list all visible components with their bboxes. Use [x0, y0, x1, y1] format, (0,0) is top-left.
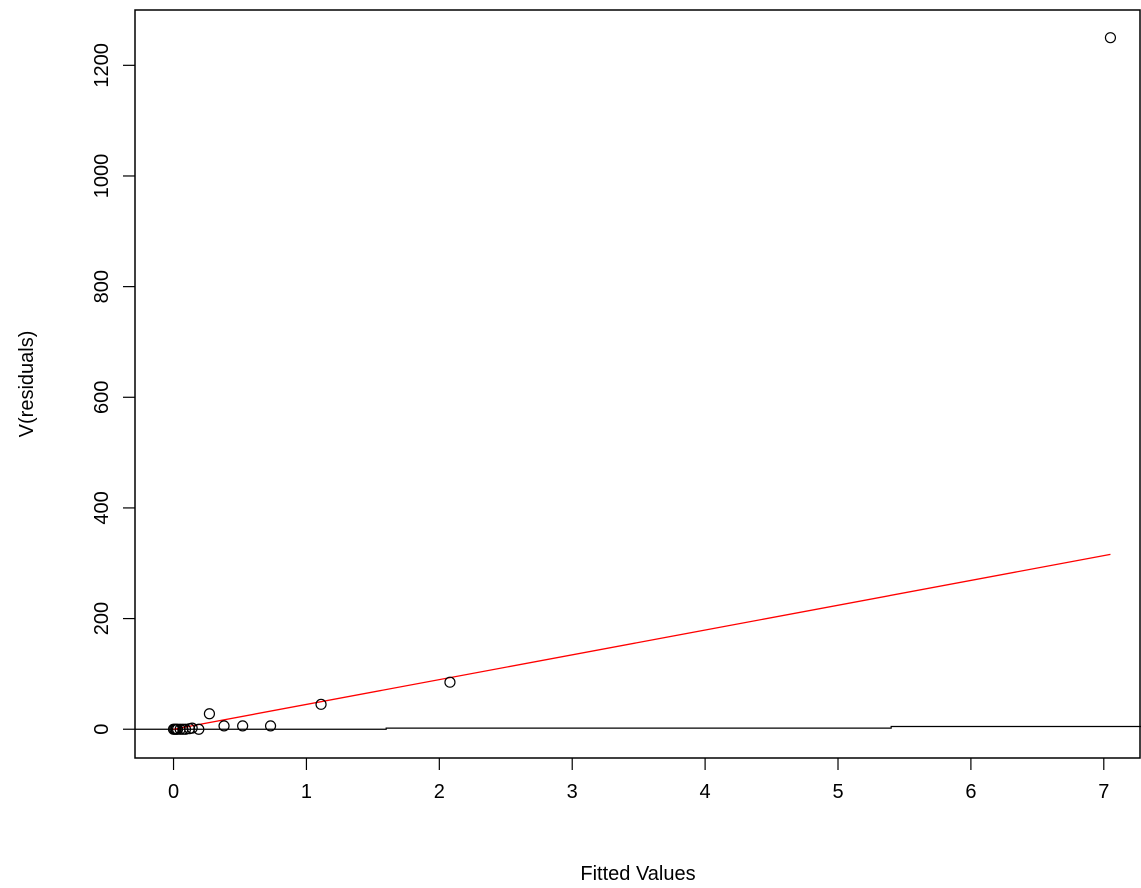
fit-line: [173, 553, 1111, 730]
x-tick-label: 6: [965, 781, 976, 803]
data-point: [1104, 32, 1117, 44]
y-tick-label: 200: [91, 602, 113, 635]
y-tick-label: 1200: [91, 43, 113, 88]
data-point: [179, 723, 192, 735]
x-tick-label: 5: [832, 781, 843, 803]
y-tick-label: 400: [91, 491, 113, 524]
data-point: [186, 722, 198, 734]
y-tick-label: 800: [91, 270, 113, 303]
data-point: [218, 720, 230, 732]
data-point: [237, 720, 249, 732]
x-tick-label: 3: [567, 781, 578, 803]
data-point: [444, 676, 456, 688]
data-point: [171, 723, 184, 735]
y-axis: 0 200 400 600 800 1000 1200: [91, 43, 135, 735]
data-point: [315, 698, 327, 710]
x-axis-label: Fitted Values: [580, 863, 695, 885]
y-axis-label: V(residuals): [16, 331, 38, 438]
x-tick-label: 0: [168, 781, 179, 803]
x-tick-label: 4: [700, 781, 711, 803]
data-point: [203, 708, 216, 720]
smoother-line: [135, 725, 1141, 730]
y-tick-label: 600: [91, 381, 113, 414]
data-point: [264, 720, 277, 732]
plot-lines: [135, 553, 1141, 730]
x-axis: 0 1 2 3 4 5 6 7: [168, 758, 1109, 803]
x-tick-label: 2: [434, 781, 445, 803]
x-tick-label: 7: [1098, 781, 1109, 803]
data-point: [174, 723, 186, 735]
data-points: [167, 32, 1117, 735]
x-tick-label: 1: [301, 781, 312, 803]
plot-frame: [134, 9, 1141, 759]
y-tick-label: 1000: [91, 154, 113, 199]
y-tick-label: 0: [91, 724, 113, 735]
data-point: [193, 723, 205, 735]
